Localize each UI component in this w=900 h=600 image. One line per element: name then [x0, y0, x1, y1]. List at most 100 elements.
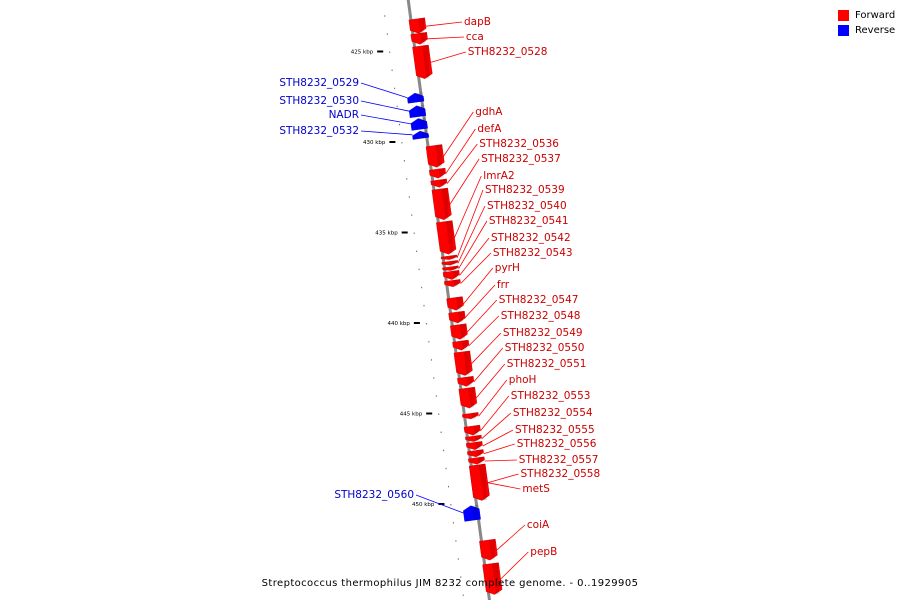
gene-label[interactable]: STH8232_0539: [485, 184, 565, 196]
gene-arrow[interactable]: [452, 339, 470, 351]
gene-label[interactable]: STH8232_0537: [481, 153, 561, 165]
gene-label[interactable]: NADR: [329, 109, 359, 121]
axis-minor-dot: [457, 558, 459, 560]
gene-arrow[interactable]: [465, 434, 482, 442]
gene-leader-line: [496, 524, 526, 551]
gene-label[interactable]: defA: [477, 123, 502, 135]
axis-minor-dot: [455, 540, 457, 542]
gene-arrow[interactable]: [412, 130, 430, 140]
gene-arrow[interactable]: [408, 105, 427, 118]
gene-arrow-shade: [458, 311, 465, 323]
gene-leader-line: [463, 267, 494, 305]
gene-arrow[interactable]: [463, 424, 481, 436]
gene-arrow[interactable]: [412, 44, 433, 79]
gene-arrow[interactable]: [441, 260, 459, 266]
gene-arrow[interactable]: [408, 17, 427, 34]
gene-label[interactable]: STH8232_0541: [489, 215, 569, 227]
gene-label[interactable]: STH8232_0556: [517, 438, 597, 450]
gene-label[interactable]: coiA: [527, 519, 550, 531]
gene-leader-line: [427, 36, 464, 40]
gene-leader-line: [430, 51, 466, 63]
gene-arrow[interactable]: [453, 350, 473, 376]
gene-label[interactable]: STH8232_0547: [499, 294, 579, 306]
gene-label[interactable]: dapB: [464, 16, 491, 28]
gene-label[interactable]: STH8232_0553: [511, 390, 591, 402]
gene-arrow[interactable]: [458, 386, 478, 409]
gene-label[interactable]: STH8232_0548: [501, 310, 581, 322]
gene-label[interactable]: phoH: [509, 374, 537, 386]
gene-arrow[interactable]: [425, 144, 445, 168]
gene-label[interactable]: STH8232_0543: [493, 247, 573, 259]
gene-arrow-shade: [418, 104, 425, 117]
gene-arrow[interactable]: [479, 538, 498, 561]
gene-label[interactable]: frr: [497, 279, 510, 291]
legend-label-reverse: Reverse: [855, 25, 896, 36]
gene-leader-line: [456, 189, 484, 258]
gene-label[interactable]: STH8232_0560: [334, 489, 414, 501]
gene-arrow[interactable]: [410, 118, 428, 131]
axis-minor-dot: [450, 504, 452, 506]
gene-arrow[interactable]: [428, 167, 446, 179]
gene-arrow-shade: [418, 17, 425, 34]
gene-arrow[interactable]: [436, 220, 457, 255]
gene-label[interactable]: STH8232_0554: [513, 407, 593, 419]
legend-item-reverse: Reverse: [838, 23, 895, 38]
axis-minor-dot: [438, 413, 440, 415]
gene-label[interactable]: STH8232_0528: [468, 46, 548, 58]
gene-arrow[interactable]: [444, 279, 461, 288]
axis-minor-dot: [418, 268, 420, 271]
gene-label[interactable]: STH8232_0542: [491, 232, 571, 244]
gene-arrow[interactable]: [463, 505, 481, 522]
gene-label[interactable]: STH8232_0549: [503, 327, 583, 339]
gene-arrow[interactable]: [468, 456, 485, 465]
gene-arrow[interactable]: [450, 323, 468, 340]
gene-leader-line: [415, 494, 464, 514]
gene-label[interactable]: STH8232_0555: [515, 424, 595, 436]
axis-minor-dot: [443, 449, 445, 452]
gene-arrow[interactable]: [462, 412, 479, 420]
gene-label[interactable]: STH8232_0551: [507, 358, 587, 370]
gene-arrow[interactable]: [467, 449, 484, 458]
gene-arrow[interactable]: [465, 441, 483, 450]
gene-arrow[interactable]: [431, 187, 452, 221]
gene-label[interactable]: cca: [466, 31, 484, 43]
gene-arrow[interactable]: [469, 463, 490, 501]
gene-arrow[interactable]: [440, 254, 458, 260]
axis-minor-dot: [408, 196, 410, 198]
axis-minor-dot: [462, 594, 464, 596]
gene-arrow[interactable]: [482, 562, 503, 595]
gene-arrow-shade: [468, 387, 475, 408]
gene-label[interactable]: pyrH: [495, 262, 520, 274]
gene-arrow[interactable]: [407, 92, 425, 104]
gene-arrow[interactable]: [448, 310, 466, 324]
gene-label[interactable]: STH8232_0550: [505, 342, 585, 354]
gene-leader-line: [457, 205, 486, 264]
axis-ticks-layer: 425 kbp 430 kbp 435 kbp 440 kbp 445 kbp 450 k…: [351, 50, 445, 508]
gene-label[interactable]: metS: [522, 483, 550, 495]
gene-label[interactable]: STH8232_0558: [521, 468, 601, 480]
gene-label[interactable]: STH8232_0540: [487, 200, 567, 212]
gene-arrow[interactable]: [410, 32, 428, 45]
gene-label[interactable]: STH8232_0536: [479, 138, 559, 150]
gene-arrow-shade: [477, 456, 485, 464]
axis-major-tick: [438, 503, 445, 505]
gene-label[interactable]: STH8232_0532: [279, 125, 359, 137]
gene-label[interactable]: lmrA2: [483, 170, 514, 182]
axis-minor-dot: [448, 485, 449, 488]
gene-arrow[interactable]: [442, 270, 460, 280]
gene-label[interactable]: gdhA: [475, 106, 503, 118]
axis-minor-dot: [384, 15, 386, 17]
gene-arrow-shade: [488, 539, 496, 560]
gene-arrow[interactable]: [457, 375, 475, 387]
axis-tick-label: 425 kbp: [351, 50, 374, 56]
gene-label[interactable]: pepB: [530, 546, 557, 558]
gene-label[interactable]: STH8232_0530: [279, 95, 359, 107]
gene-arrow[interactable]: [430, 178, 448, 188]
gene-label[interactable]: STH8232_0557: [519, 454, 599, 466]
axis-minor-dot: [399, 123, 400, 126]
gene-leader-line: [466, 299, 498, 333]
gene-label[interactable]: STH8232_0529: [279, 77, 359, 89]
gene-arrow[interactable]: [446, 296, 464, 311]
gene-arrow[interactable]: [442, 265, 459, 271]
